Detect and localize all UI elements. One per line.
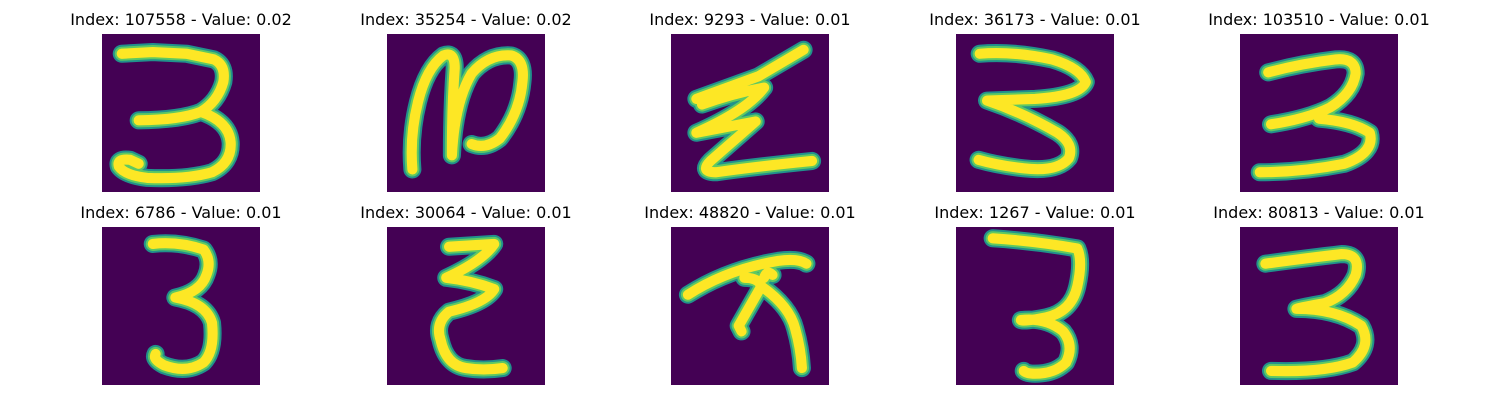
panel-title: Index: 6786 - Value: 0.01: [80, 203, 282, 222]
panel-title: Index: 36173 - Value: 0.01: [929, 10, 1141, 29]
panel-1: Index: 107558 - Value: 0.02: [31, 10, 331, 200]
digit-image-10: [1240, 227, 1398, 385]
panel-3: Index: 9293 - Value: 0.01: [600, 10, 900, 200]
panel-10: Index: 80813 - Value: 0.01: [1169, 203, 1469, 393]
panel-title: Index: 1267 - Value: 0.01: [934, 203, 1136, 222]
panel-title: Index: 80813 - Value: 0.01: [1213, 203, 1425, 222]
digit-image-5: [1240, 34, 1398, 192]
panel-5: Index: 103510 - Value: 0.01: [1169, 10, 1469, 200]
panel-title: Index: 35254 - Value: 0.02: [360, 10, 572, 29]
panel-7: Index: 30064 - Value: 0.01: [316, 203, 616, 393]
panel-4: Index: 36173 - Value: 0.01: [885, 10, 1185, 200]
panel-title: Index: 9293 - Value: 0.01: [649, 10, 851, 29]
panel-6: Index: 6786 - Value: 0.01: [31, 203, 331, 393]
digit-image-7: [387, 227, 545, 385]
panel-title: Index: 107558 - Value: 0.02: [70, 10, 292, 29]
panel-2: Index: 35254 - Value: 0.02: [316, 10, 616, 200]
panel-8: Index: 48820 - Value: 0.01: [600, 203, 900, 393]
panel-title: Index: 30064 - Value: 0.01: [360, 203, 572, 222]
digit-image-3: [671, 34, 829, 192]
digit-image-9: [956, 227, 1114, 385]
digit-image-8: [671, 227, 829, 385]
digit-image-4: [956, 34, 1114, 192]
panel-title: Index: 48820 - Value: 0.01: [644, 203, 856, 222]
digit-image-1: [102, 34, 260, 192]
digit-image-2: [387, 34, 545, 192]
panel-title: Index: 103510 - Value: 0.01: [1208, 10, 1430, 29]
digit-image-6: [102, 227, 260, 385]
panel-9: Index: 1267 - Value: 0.01: [885, 203, 1185, 393]
